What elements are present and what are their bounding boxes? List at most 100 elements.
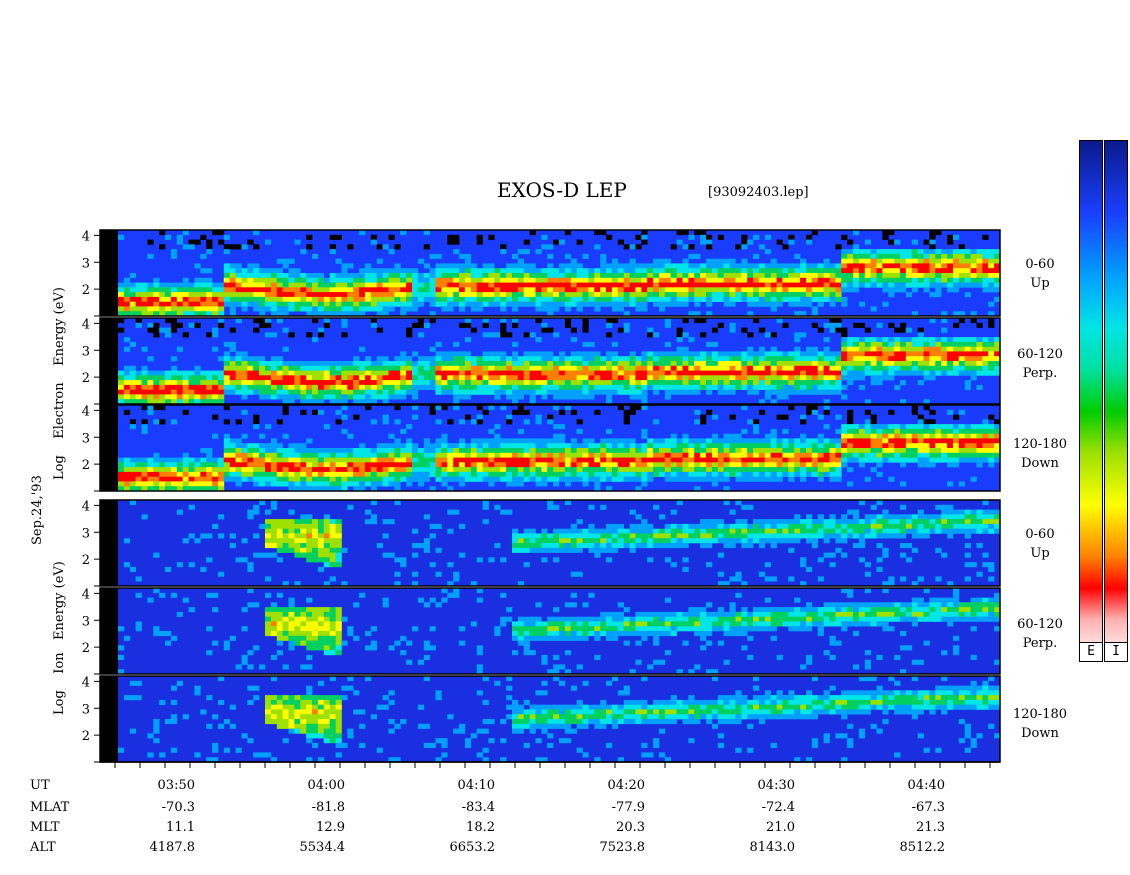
heat-cell [641, 471, 648, 477]
heat-cell [917, 337, 924, 343]
heat-cell [970, 457, 977, 463]
heat-cell [894, 365, 901, 371]
heat-cell [723, 438, 730, 444]
heat-cell [641, 268, 648, 274]
heat-cell [388, 476, 395, 482]
heat-cell [711, 273, 719, 279]
heat-cell [517, 301, 524, 307]
heat-cell [770, 258, 777, 264]
heat-cell [535, 457, 542, 463]
heat-cell [494, 394, 501, 400]
heat-cell [388, 287, 395, 293]
heat-cell [811, 292, 818, 298]
heat-cell [353, 375, 360, 381]
heat-cell [782, 414, 789, 420]
heat-cell [588, 528, 595, 534]
heat-cell [623, 462, 630, 468]
heat-cell [647, 471, 654, 477]
heat-cell [447, 296, 454, 302]
heat-cell [223, 389, 230, 395]
heat-cell [641, 467, 648, 473]
heat-cell [212, 399, 219, 405]
heat-cell [753, 424, 760, 430]
heat-cell [553, 533, 560, 539]
heat-cell [118, 467, 125, 473]
heat-cell [953, 457, 960, 463]
heat-cell [394, 394, 401, 400]
heat-cell [206, 384, 213, 390]
heat-cell [500, 306, 507, 312]
heat-cell [482, 504, 489, 510]
heat-cell [241, 389, 248, 395]
heat-cell [541, 533, 548, 539]
heat-cell [988, 337, 995, 343]
heat-cell [288, 452, 295, 458]
heat-cell [947, 428, 954, 434]
heat-cell [235, 457, 242, 463]
heat-cell [735, 380, 742, 386]
heat-cell [365, 375, 372, 381]
heat-cell [588, 476, 595, 482]
heat-cell [641, 389, 648, 395]
heat-cell [723, 351, 730, 357]
heat-cell [794, 443, 801, 449]
heat-cell [147, 311, 154, 317]
heat-cell [747, 296, 754, 302]
heat-cell [370, 273, 377, 279]
heat-cell [994, 356, 1001, 362]
heat-cell [435, 462, 442, 468]
heat-cell [365, 389, 372, 395]
heat-cell [347, 361, 354, 367]
heat-cell [817, 452, 824, 458]
heat-cell [982, 351, 989, 357]
heat-cell [341, 375, 348, 381]
heat-cell [470, 448, 477, 454]
heat-cell [847, 239, 854, 245]
heat-cell [194, 292, 201, 298]
heat-cell [323, 365, 330, 371]
heat-cell [653, 452, 660, 458]
heat-cell [464, 263, 472, 269]
heat-cell [541, 443, 548, 449]
heat-cell [953, 356, 960, 362]
heat-cell [647, 467, 654, 473]
heat-cell [735, 282, 742, 288]
heat-cell [359, 268, 366, 274]
heat-cell [741, 438, 748, 444]
heat-cell [782, 370, 789, 376]
heat-cell [412, 467, 419, 473]
heat-cell [353, 399, 360, 405]
heat-cell [382, 375, 389, 381]
heat-cell [335, 287, 342, 293]
heat-cell [412, 405, 419, 411]
heat-cell [512, 380, 519, 386]
heat-cell [253, 301, 260, 307]
heat-cell [259, 322, 266, 328]
heat-cell [270, 301, 278, 307]
heat-cell [606, 476, 613, 482]
heat-cell [758, 282, 766, 288]
heat-cell [165, 462, 172, 468]
heat-cell [506, 443, 513, 449]
heat-cell [206, 380, 213, 386]
heat-cell [976, 462, 983, 468]
heat-cell [905, 268, 913, 274]
heat-cell [529, 462, 536, 468]
heat-cell [488, 268, 495, 274]
heat-cell [476, 292, 483, 298]
heat-cell [141, 514, 148, 520]
heat-cell [329, 462, 336, 468]
heat-cell [870, 370, 877, 376]
heat-cell [370, 452, 377, 458]
heat-cell [441, 467, 448, 473]
heat-cell [753, 361, 760, 367]
heat-cell [623, 287, 630, 293]
heat-cell [270, 471, 278, 477]
heat-cell [788, 234, 795, 240]
heat-cell [300, 543, 307, 549]
heat-cell [853, 287, 860, 293]
heat-cell [747, 287, 754, 293]
heat-cell [541, 457, 548, 463]
heat-cell [958, 361, 965, 367]
heat-cell [570, 258, 577, 264]
